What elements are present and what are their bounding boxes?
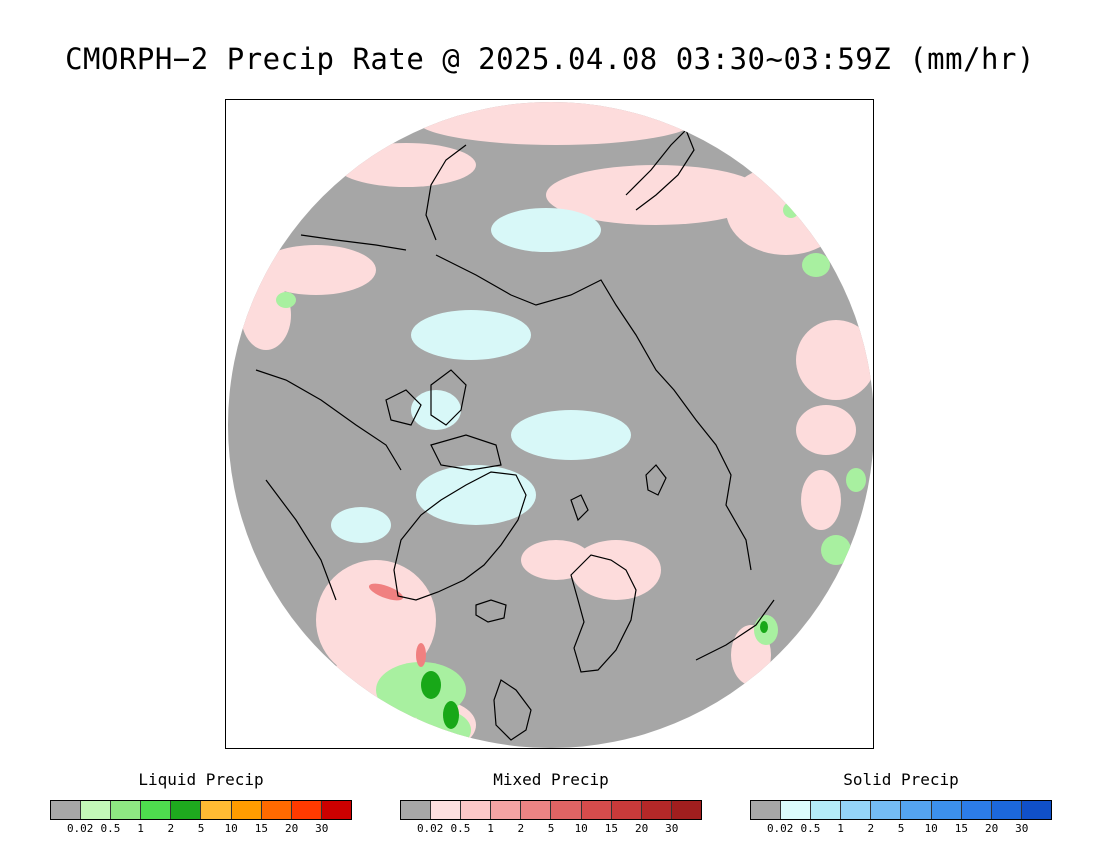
legend-mixed-swatch: [461, 801, 492, 819]
legend-mixed-swatch: [401, 801, 432, 819]
map-title: CMORPH−2 Precip Rate @ 2025.04.08 03:30~…: [65, 42, 1035, 76]
legend-mixed-tick: 1: [487, 822, 494, 835]
greenland-coast: [393, 471, 527, 601]
legend-solid-tick: 0.5: [800, 822, 821, 835]
legend-liquid-title: Liquid Precip: [138, 770, 264, 789]
hudson-bay-coast: [265, 479, 337, 601]
legend-solid-swatch: [811, 801, 842, 819]
legend-liquid-swatch: [141, 801, 172, 819]
legend-liquid-swatch: [321, 801, 351, 819]
legend-solid-tick: 30: [1015, 822, 1029, 835]
legend-mixed-colorbar: [400, 800, 702, 820]
legend-mixed-swatch: [671, 801, 701, 819]
legend-solid-title: Solid Precip: [843, 770, 959, 789]
legend-liquid-swatch: [291, 801, 322, 819]
legend-mixed-ticks: 0.02 0.5 1 2 5 10 15 20 30: [400, 822, 702, 836]
european-russia-coast: [695, 599, 775, 661]
legend-solid-swatch: [991, 801, 1022, 819]
legend-mixed-swatch: [641, 801, 672, 819]
legend-mixed-tick: 20: [634, 822, 649, 835]
ellesmere-coast: [430, 434, 502, 471]
legend-solid-swatch: [931, 801, 962, 819]
legend-mixed-tick: 0.5: [450, 822, 471, 835]
eurasia-arctic-coast: [435, 254, 752, 571]
svalbard-coast: [570, 494, 589, 522]
liquid-precip-moderate-areas: [421, 621, 768, 729]
legend-solid: Solid Precip 0.02 0.5 1 2 5 10 15 20 30: [750, 770, 1052, 836]
legend-mixed-swatch: [581, 801, 612, 819]
legend-solid-tick: 15: [954, 822, 969, 835]
legend-mixed-swatch: [431, 801, 462, 819]
novaya-zemlya-coast: [645, 464, 667, 496]
iceland-coast: [475, 599, 507, 623]
legend-liquid-tick: 10: [224, 822, 238, 835]
legend-liquid-tick: 30: [315, 822, 329, 835]
solid-precip-light-areas: [331, 208, 631, 543]
legend-liquid-swatch: [261, 801, 292, 819]
legend-liquid-ticks: 0.02 0.5 1 2 5 10 15 20 30: [50, 822, 352, 836]
british-isles-coast: [493, 679, 532, 741]
legend-mixed-tick: 10: [574, 822, 588, 835]
legend-solid-swatch: [961, 801, 992, 819]
legend-mixed-swatch: [611, 801, 642, 819]
canada-arctic-coast: [255, 369, 402, 471]
legend-solid-tick: 10: [924, 822, 938, 835]
legend-solid-tick: 1: [837, 822, 844, 835]
legend-liquid-tick: 0.5: [100, 822, 121, 835]
legend-liquid-swatch: [81, 801, 112, 819]
legend-mixed-tick: 30: [665, 822, 679, 835]
precip-layer: [241, 102, 873, 748]
legend-mixed-tick: 0.02: [416, 822, 444, 835]
map-frame: [225, 99, 874, 749]
legend-solid-tick: 0.02: [766, 822, 794, 835]
legend-mixed: Mixed Precip 0.02 0.5 1 2 5 10 15 20 30: [400, 770, 702, 836]
legend-liquid-tick: 2: [167, 822, 175, 835]
scandinavia-coast: [570, 554, 637, 673]
legend-solid-swatch: [871, 801, 902, 819]
legend-liquid-tick: 1: [137, 822, 144, 835]
legend-mixed-tick: 2: [517, 822, 525, 835]
legend-solid-swatch: [781, 801, 812, 819]
kamchatka-coast: [625, 128, 695, 211]
legend-liquid-swatch: [171, 801, 202, 819]
legend-liquid-swatch: [201, 801, 232, 819]
legend-liquid-tick: 20: [284, 822, 299, 835]
legend-liquid-swatch: [231, 801, 262, 819]
legend-liquid-swatch: [111, 801, 142, 819]
legend-liquid-colorbar: [50, 800, 352, 820]
arctic-island-1: [430, 369, 467, 426]
arctic-island-2: [385, 389, 422, 426]
legend-mixed-swatch: [491, 801, 522, 819]
coastlines: [255, 128, 775, 741]
legend-solid-swatch: [901, 801, 932, 819]
mixed-precip-moderate-band: [368, 583, 426, 667]
legend-solid-swatch: [841, 801, 872, 819]
legend-mixed-tick: 15: [604, 822, 619, 835]
legend-solid-tick: 20: [984, 822, 999, 835]
legend-liquid-swatch: [51, 801, 82, 819]
legend-solid-colorbar: [750, 800, 1052, 820]
polar-precip-map: [228, 102, 873, 748]
alaska-coast: [425, 144, 467, 241]
legend-mixed-swatch: [551, 801, 582, 819]
legend-solid-swatch: [751, 801, 782, 819]
aleutian-coast: [300, 234, 407, 251]
legend-liquid: Liquid Precip 0.02 0.5 1 2 5 10 15 20 30: [50, 770, 352, 836]
legend-liquid-tick: 5: [197, 822, 205, 835]
legend-solid-tick: 2: [867, 822, 875, 835]
legend-mixed-title: Mixed Precip: [493, 770, 609, 789]
legend-liquid-tick: 0.02: [66, 822, 94, 835]
legend-mixed-swatch: [521, 801, 552, 819]
legend-solid-tick: 5: [897, 822, 905, 835]
legend-liquid-tick: 15: [254, 822, 269, 835]
legend-solid-swatch: [1021, 801, 1051, 819]
legend-solid-ticks: 0.02 0.5 1 2 5 10 15 20 30: [750, 822, 1052, 836]
legend-mixed-tick: 5: [547, 822, 555, 835]
